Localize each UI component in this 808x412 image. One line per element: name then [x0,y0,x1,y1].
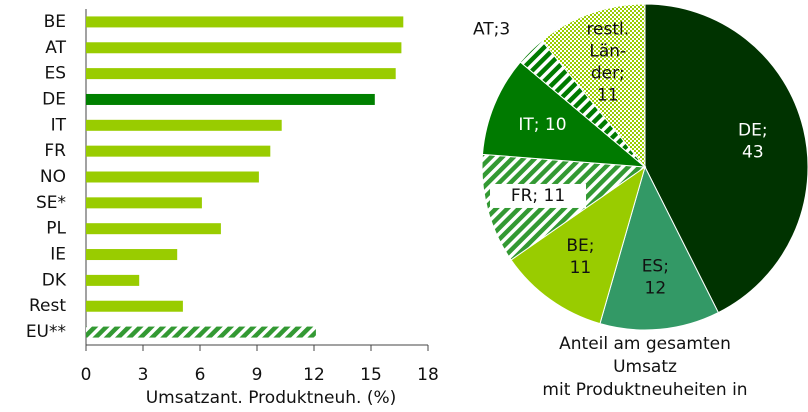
y-tick-label: ES [44,64,66,84]
y-tick-label: DK [42,270,67,290]
label-bg [490,183,587,208]
bar [86,42,402,54]
pie-slice [599,165,719,331]
pie-slice [481,61,647,168]
x-tick-label: 6 [195,365,206,385]
y-tick-label: BE [44,12,66,32]
x-tick-label: 12 [303,365,325,385]
bar [86,119,282,131]
pie-label: ES; 12 [642,256,669,298]
y-tick-label: IE [50,245,66,265]
y-tick-label: NO [40,167,66,187]
bar [86,223,221,235]
y-tick-label: AT [45,38,66,58]
y-tick-label: Rest [29,296,66,316]
y-tick-label: PL [46,219,66,239]
pie-label: FR; 11 [511,186,565,206]
pie-label: restl. Län-der; 11 [586,20,629,106]
x-tick-label: 18 [417,365,439,385]
pie-label: DE; 43 [738,120,768,162]
pie-slice [644,3,808,314]
bar [86,145,271,157]
pie-label: BE; 11 [566,236,594,278]
bar [86,300,183,312]
x-tick-label: 15 [360,365,382,385]
bar [86,68,396,80]
y-tick-label: EU** [26,322,66,342]
x-tick-label: 3 [138,365,149,385]
pie-label: IT; 10 [518,115,566,135]
bar [86,16,404,28]
pie-title: Anteil am gesamten Umsatz mit Produktneuhe… [542,334,747,400]
x-axis-label: Umsatzant. Produktneuh. (%) [146,388,397,408]
bar [86,93,375,105]
bar [86,171,259,183]
bar [86,249,178,261]
pie-slice [510,165,646,325]
bar [86,326,316,338]
x-tick-label: 0 [81,365,92,385]
y-tick-label: FR [44,141,66,161]
y-tick-label: DE [42,89,66,109]
pie-slice [541,3,646,169]
pie-label: AT;3 [473,19,510,39]
y-tick-label: SE* [36,193,66,213]
bar [86,197,202,209]
bar [86,274,140,286]
x-tick-label: 9 [252,365,263,385]
y-tick-label: IT [51,115,67,135]
